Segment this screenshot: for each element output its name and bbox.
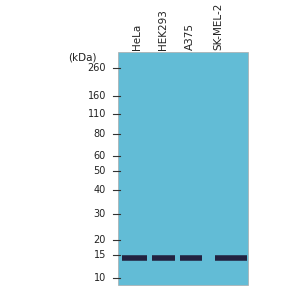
Text: 15: 15 (94, 250, 106, 260)
Text: SK-MEL-2: SK-MEL-2 (213, 3, 223, 50)
Text: 80: 80 (94, 129, 106, 139)
Bar (118, 52, 248, 285)
Text: 30: 30 (94, 209, 106, 219)
Text: 10: 10 (94, 273, 106, 283)
Text: (kDa): (kDa) (68, 53, 96, 63)
Text: 160: 160 (88, 91, 106, 101)
Text: HeLa: HeLa (132, 24, 142, 50)
Text: A375: A375 (185, 23, 195, 50)
Text: 20: 20 (94, 235, 106, 245)
Text: 40: 40 (94, 185, 106, 195)
Text: HEK293: HEK293 (158, 9, 168, 50)
Text: 260: 260 (88, 63, 106, 73)
Text: 50: 50 (94, 166, 106, 176)
Text: 60: 60 (94, 151, 106, 161)
Text: 110: 110 (88, 109, 106, 119)
